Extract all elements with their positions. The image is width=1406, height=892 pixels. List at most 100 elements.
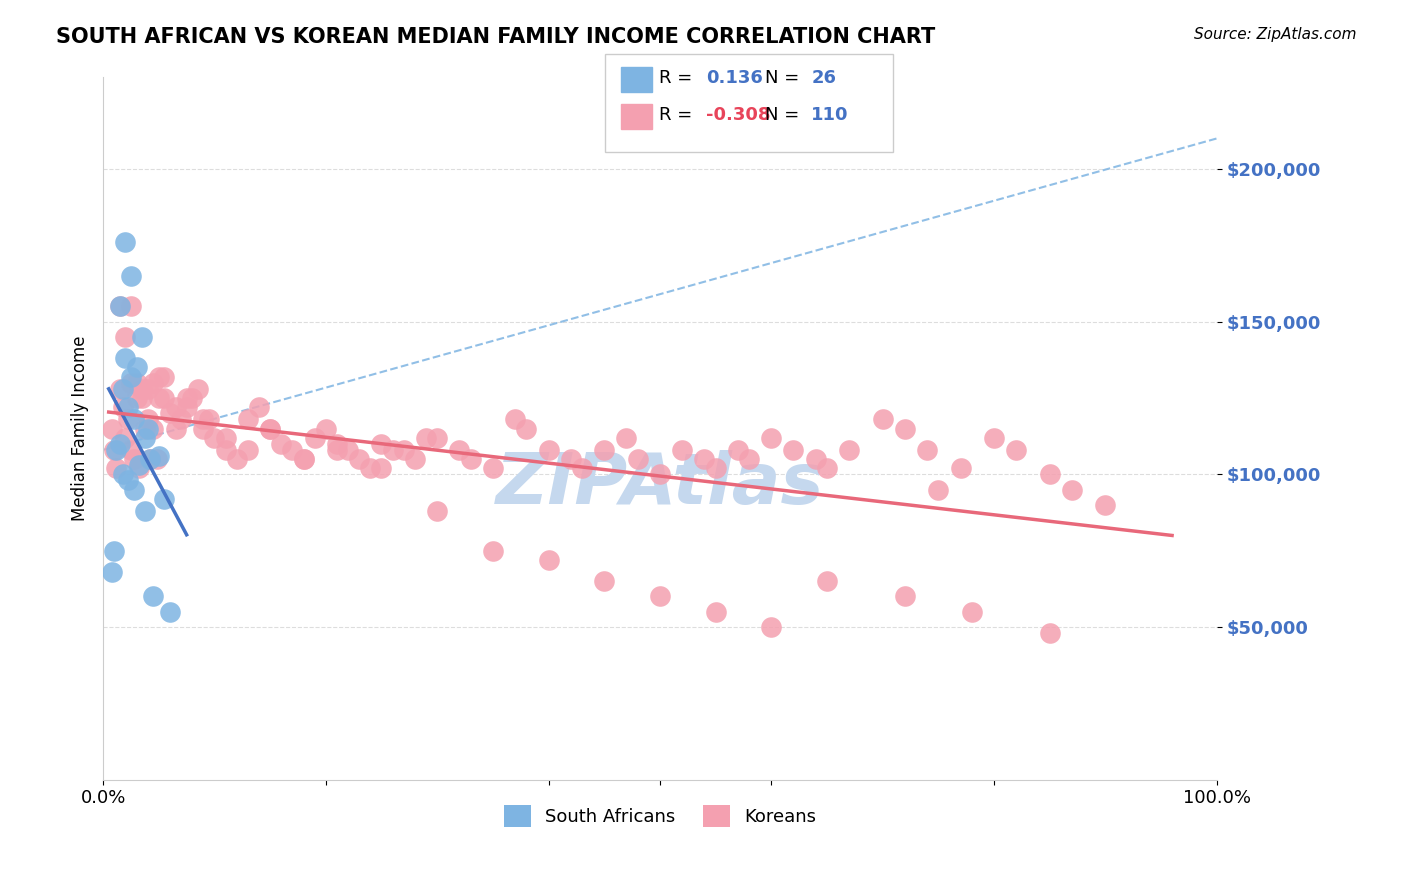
Text: N =: N = [765, 69, 799, 87]
Point [136, 382, 159, 396]
Point [515, 421, 537, 435]
Text: SOUTH AFRICAN VS KOREAN MEDIAN FAMILY INCOME CORRELATION CHART: SOUTH AFRICAN VS KOREAN MEDIAN FAMILY IN… [56, 27, 935, 46]
Point [105, 442, 128, 457]
Point [134, 421, 156, 435]
Point [704, 461, 727, 475]
Point [236, 412, 259, 426]
Point [114, 431, 136, 445]
Point [153, 391, 176, 405]
Point [404, 452, 426, 467]
Point [960, 605, 983, 619]
Point [804, 452, 827, 467]
Point [181, 391, 204, 405]
Point [120, 300, 142, 314]
Point [112, 382, 135, 396]
Point [176, 391, 198, 405]
Text: R =: R = [659, 106, 693, 124]
Point [616, 431, 638, 445]
Point [259, 421, 281, 435]
Text: 110: 110 [811, 106, 849, 124]
Point [292, 452, 315, 467]
Point [120, 442, 142, 457]
Point [101, 565, 124, 579]
Point [560, 452, 582, 467]
Point [176, 400, 198, 414]
Point [117, 412, 139, 426]
Point [270, 437, 292, 451]
Point [159, 406, 181, 420]
Point [370, 461, 392, 475]
Point [105, 461, 128, 475]
Point [894, 590, 917, 604]
Point [131, 330, 153, 344]
Point [593, 574, 616, 589]
Point [1039, 467, 1062, 482]
Point [120, 268, 142, 283]
Point [128, 458, 150, 472]
Point [153, 491, 176, 506]
Point [449, 442, 471, 457]
Text: Source: ZipAtlas.com: Source: ZipAtlas.com [1194, 27, 1357, 42]
Point [381, 442, 404, 457]
Point [134, 431, 156, 445]
Point [426, 504, 449, 518]
Point [148, 449, 170, 463]
Point [1060, 483, 1083, 497]
Point [359, 461, 381, 475]
Point [983, 431, 1005, 445]
Point [193, 421, 215, 435]
Point [1094, 498, 1116, 512]
Point [198, 412, 221, 426]
Point [326, 437, 349, 451]
Point [134, 504, 156, 518]
Point [112, 400, 135, 414]
Point [139, 452, 162, 467]
Y-axis label: Median Family Income: Median Family Income [72, 335, 89, 521]
Legend: South Africans, Koreans: South Africans, Koreans [496, 797, 824, 834]
Point [125, 391, 148, 405]
Point [101, 421, 124, 435]
Point [315, 421, 337, 435]
Point [648, 590, 671, 604]
Text: N =: N = [765, 106, 799, 124]
Point [120, 369, 142, 384]
Point [136, 421, 159, 435]
Point [370, 437, 392, 451]
Point [872, 412, 894, 426]
Point [214, 442, 236, 457]
Point [815, 461, 838, 475]
Point [139, 452, 162, 467]
Point [114, 235, 136, 250]
Point [170, 412, 193, 426]
Point [482, 461, 505, 475]
Point [949, 461, 972, 475]
Point [153, 369, 176, 384]
Point [326, 442, 349, 457]
Point [193, 412, 215, 426]
Point [693, 452, 716, 467]
Text: R =: R = [659, 69, 693, 87]
Point [537, 553, 560, 567]
Point [426, 431, 449, 445]
Point [671, 442, 693, 457]
Point [281, 442, 304, 457]
Text: 26: 26 [811, 69, 837, 87]
Point [761, 431, 783, 445]
Point [103, 442, 125, 457]
Point [108, 382, 131, 396]
Point [187, 382, 209, 396]
Point [738, 452, 761, 467]
Point [1039, 626, 1062, 640]
Point [114, 351, 136, 366]
Point [815, 574, 838, 589]
Point [125, 360, 148, 375]
Point [304, 431, 326, 445]
Text: 0.136: 0.136 [706, 69, 762, 87]
Point [537, 442, 560, 457]
Point [128, 461, 150, 475]
Point [894, 421, 917, 435]
Point [927, 483, 949, 497]
Point [145, 452, 167, 467]
Text: ZIPAtlas: ZIPAtlas [496, 450, 824, 519]
Point [159, 605, 181, 619]
